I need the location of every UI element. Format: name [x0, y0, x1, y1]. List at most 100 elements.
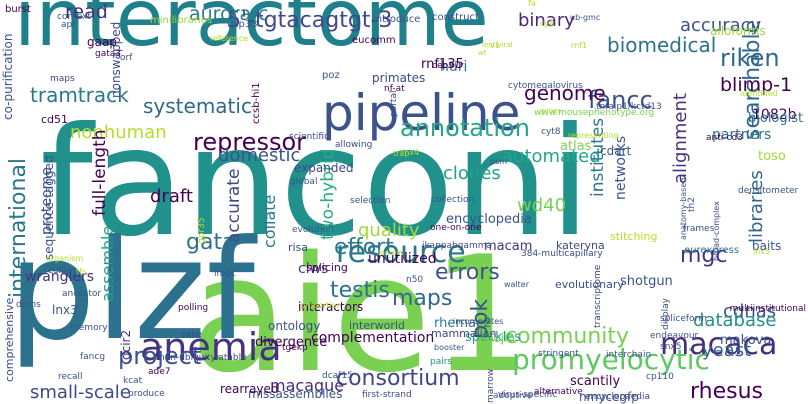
word-cd51: cd51 [41, 113, 69, 126]
word-fantom: fantom [378, 249, 404, 257]
word-plzf: plzf [8, 210, 255, 371]
word-resource: resource [336, 235, 466, 270]
word-ade7: ade7 [148, 367, 171, 377]
word-transcriptome: transcriptome [593, 264, 603, 328]
word-pipeline: pipeline [322, 84, 521, 142]
word-psm: psm [490, 157, 508, 166]
word-pairs: pairs [430, 357, 453, 367]
word-cullins: cullins [48, 266, 77, 276]
word-fanconi: fanconi [40, 96, 591, 270]
word-virus-specific: virus-specific [498, 390, 558, 400]
word-scientific: scientific [289, 132, 330, 142]
word-impc: impc [214, 269, 236, 279]
word-yeast: yeast [702, 340, 752, 361]
word-alloforms: alloforms [710, 24, 766, 38]
word-cyt8: cyt8 [541, 127, 561, 137]
word-genome: genome [524, 81, 606, 105]
word-recall: recall [58, 372, 83, 382]
word-stitching: stitching [610, 230, 658, 243]
word-small-scale: small-scale [30, 382, 131, 403]
word-produce: produce [128, 389, 165, 399]
word-usp33: usp33 [227, 19, 258, 30]
word-aie1: aie1 [190, 221, 533, 404]
word-tramtrack: tramtrack [30, 83, 129, 107]
word-snx5: snx5 [660, 342, 682, 352]
word-incorporates: incorporates [453, 317, 504, 326]
word-context: context [57, 12, 91, 22]
word-interactors: interactors [298, 300, 364, 314]
word-lnx4: lnx4 [402, 148, 420, 157]
word-gata3: gata3 [95, 49, 121, 59]
word-gpr35: gpr35 [197, 217, 207, 244]
word-database: database [693, 310, 777, 331]
word-systematic: systematic [143, 94, 252, 118]
word-anti-cd3: anti-cd3 [706, 133, 743, 143]
word-stringent: stringent [538, 349, 579, 359]
word-frames: frames [683, 224, 715, 234]
word-384-multicapillary: 384-multicapillary [521, 249, 603, 259]
word-alignment: alignment [670, 93, 691, 184]
word-1082b: 1082b [752, 107, 797, 123]
word-mammalian: mammalian [431, 327, 497, 340]
word-missassemblies: missassemblies [248, 387, 343, 401]
word-consortium: consortium [336, 366, 460, 391]
word-promyelocytic: promyelocytic [512, 343, 710, 376]
word-maps: maps [50, 74, 75, 84]
word-construct: construct [432, 12, 479, 23]
word-binary: binary [518, 10, 575, 31]
word-collate: collate [260, 194, 279, 248]
word-fancg: fancg [80, 352, 106, 362]
word-non-ubiquitylatable: non-ubiquitylatable [159, 353, 247, 363]
word-kateryna: kateryna [556, 239, 605, 252]
word-adoptive: adoptive [493, 391, 533, 401]
word-scantily: scantily [570, 374, 621, 389]
word-huri: huri [440, 59, 468, 75]
word-n50: n50 [406, 275, 424, 285]
word-marrow: marrow [486, 368, 496, 403]
word-ikappabgamma: ikappabgamma [422, 241, 493, 251]
word-th2: th2 [687, 197, 697, 212]
word-baits: baits [752, 239, 782, 253]
word-walter: walter [504, 280, 530, 289]
word-repressor: repressor [193, 128, 307, 156]
word-kcat: kcat [123, 376, 143, 386]
word-wt: wt [478, 49, 487, 57]
word-burst: burst [5, 4, 31, 15]
word-portal: portal [389, 90, 399, 117]
word-toso: toso [758, 149, 786, 164]
word-co-purification: co-purification [1, 33, 15, 120]
word-gaap: gaap [87, 35, 117, 49]
word-biologist: biologist [748, 111, 804, 126]
word-macam: macam [484, 239, 533, 254]
word-tgekp: tgekp [282, 343, 308, 353]
word-rhemac2: rhemac2 [434, 316, 492, 331]
word-comprehensive: comprehensive [3, 297, 16, 382]
word-accurate: accurate [224, 168, 244, 243]
word-partners: partners [712, 127, 772, 143]
word-automated: automated [502, 146, 601, 167]
word-encyclopaedia: encyclopaedia [585, 392, 650, 402]
word-macaque: macaque [270, 376, 345, 395]
word-ancestor: ancestor [62, 289, 102, 299]
word-macaca: macaca [660, 327, 778, 362]
word-rhesus: rhesus [690, 379, 764, 404]
word-full-length: full-length [90, 129, 110, 216]
word-nf-at: nf-at [384, 84, 405, 94]
word-accuracy: accuracy [680, 15, 762, 36]
word-poz: poz [322, 70, 340, 81]
word-spliceform: spliceform [660, 314, 707, 324]
word-anemia: anemia [140, 325, 282, 369]
word-nmycegfp: nmycegfp [579, 390, 639, 404]
word-dcir2: dcir2 [119, 329, 133, 360]
word-rnf1: rnf1 [571, 41, 588, 50]
word-booster: booster [434, 343, 465, 352]
word-lentiviral: lentiviral [482, 41, 513, 49]
word-rearrayed: rearrayed [220, 382, 279, 396]
word-encyclopedia: encyclopedia [446, 212, 532, 227]
word-densitometer: densitometer [738, 186, 799, 196]
word-cep97: cep97 [432, 61, 460, 71]
word-aurora-c: aurora-c [189, 3, 269, 25]
word-alternative: alternative [534, 387, 583, 397]
word-introduce: introduce [373, 14, 421, 25]
